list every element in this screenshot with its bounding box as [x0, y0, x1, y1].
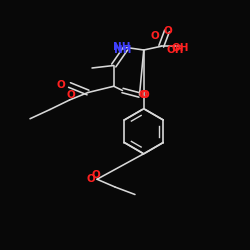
Text: NH: NH	[113, 42, 131, 52]
Text: O: O	[138, 90, 147, 101]
Text: O: O	[150, 31, 160, 41]
Text: O: O	[56, 80, 65, 90]
Text: OH: OH	[166, 45, 184, 55]
Text: NH: NH	[114, 45, 131, 55]
Text: O: O	[92, 170, 100, 180]
Text: O: O	[140, 90, 149, 100]
Text: O: O	[87, 174, 96, 184]
Text: OH: OH	[171, 43, 189, 53]
Text: O: O	[163, 26, 172, 36]
Text: O: O	[67, 90, 76, 101]
